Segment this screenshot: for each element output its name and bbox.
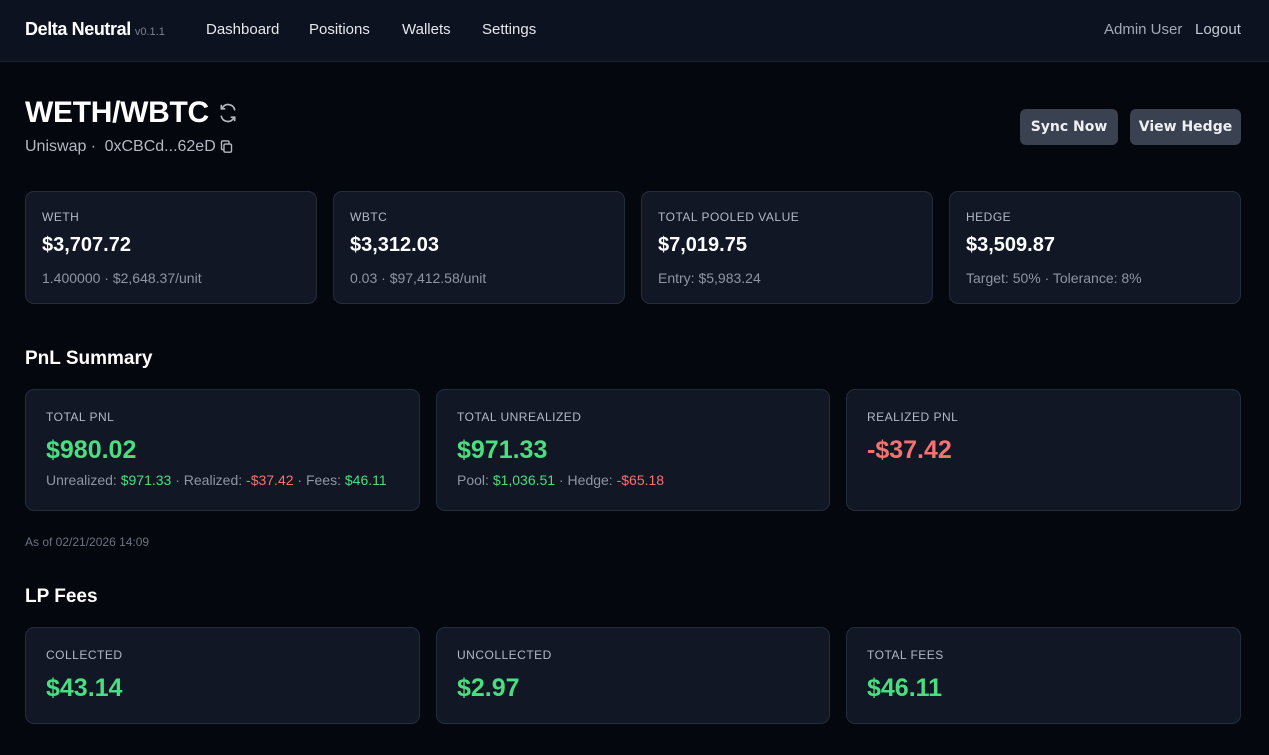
stat-label: Total Pooled Value bbox=[658, 210, 800, 224]
app-version: v0.1.1 bbox=[134, 26, 165, 38]
stat-card-wbtc: WBTC $3,312.03 0.03 · $97,412.58/unit bbox=[333, 191, 625, 304]
pool-value: $1,036.51 bbox=[492, 472, 556, 488]
stat-subtext: 1.400000 · $2,648.37/unit bbox=[42, 270, 202, 286]
user-name: Admin User bbox=[1104, 21, 1183, 38]
stat-label: WBTC bbox=[350, 210, 388, 224]
nav-link-settings[interactable]: Settings bbox=[482, 21, 537, 38]
pnl-value: $971.33 bbox=[457, 436, 548, 464]
unrealized-value: $971.33 bbox=[120, 472, 172, 488]
stat-value: $3,509.87 bbox=[966, 234, 1055, 256]
refresh-icon[interactable] bbox=[218, 103, 238, 123]
fees-value: $43.14 bbox=[46, 674, 123, 702]
stat-label: Hedge bbox=[966, 210, 1012, 224]
stat-label: WETH bbox=[42, 210, 80, 224]
stat-subtext: Entry: $5,983.24 bbox=[658, 270, 761, 286]
position-title: WETH/WBTC bbox=[25, 96, 209, 129]
fees-label: Total Fees bbox=[867, 648, 944, 662]
stat-value: $3,312.03 bbox=[350, 234, 439, 256]
sync-now-button[interactable]: Sync Now bbox=[1020, 109, 1118, 145]
position-subtitle: Uniswap · 0xCBCd...62eD bbox=[25, 138, 216, 156]
fees-label: · Fees: bbox=[297, 472, 341, 488]
fees-card-uncollected: Uncollected $2.97 bbox=[436, 627, 830, 724]
protocol-name: Uniswap · bbox=[25, 138, 97, 155]
pnl-label: Total PnL bbox=[46, 410, 115, 424]
fees-card-total: Total Fees $46.11 bbox=[846, 627, 1241, 724]
brand-name[interactable]: Delta Neutral bbox=[25, 19, 131, 39]
pnl-card-unrealized: Total Unrealized $971.33 Pool: $1,036.51… bbox=[436, 389, 830, 511]
hedge-label: · Hedge: bbox=[559, 472, 613, 488]
stat-subtext: Target: 50% · Tolerance: 8% bbox=[966, 270, 1142, 286]
pnl-value: -$37.42 bbox=[867, 436, 952, 464]
pool-label: Pool: bbox=[457, 472, 489, 488]
fees-section-title: LP Fees bbox=[25, 586, 98, 607]
nav-link-dashboard[interactable]: Dashboard bbox=[206, 21, 280, 38]
pnl-card-total: Total PnL $980.02 Unrealized: $971.33 · … bbox=[25, 389, 420, 511]
stat-card-hedge: Hedge $3,509.87 Target: 50% · Tolerance:… bbox=[949, 191, 1241, 304]
realized-value: -$37.42 bbox=[246, 472, 294, 488]
fees-value: $46.11 bbox=[867, 674, 943, 702]
stat-subtext: 0.03 · $97,412.58/unit bbox=[350, 270, 487, 286]
stat-card-weth: WETH $3,707.72 1.400000 · $2,648.37/unit bbox=[25, 191, 317, 304]
nav-link-positions[interactable]: Positions bbox=[309, 21, 370, 38]
logout-link[interactable]: Logout bbox=[1195, 21, 1241, 38]
pnl-value: $980.02 bbox=[46, 436, 137, 464]
stat-value: $3,707.72 bbox=[42, 234, 131, 256]
top-navbar: Delta Neutral v0.1.1 Dashboard Positions… bbox=[0, 0, 1269, 62]
pnl-section-title: PnL Summary bbox=[25, 348, 153, 369]
pnl-label: Realized PnL bbox=[867, 410, 959, 424]
copy-icon[interactable] bbox=[219, 139, 234, 154]
stat-card-total-pooled-value: Total Pooled Value $7,019.75 Entry: $5,9… bbox=[641, 191, 933, 304]
realized-label: · Realized: bbox=[175, 472, 243, 488]
fees-label: Collected bbox=[46, 648, 123, 662]
view-hedge-button[interactable]: View Hedge bbox=[1130, 109, 1241, 145]
pnl-breakdown: Unrealized: $971.33 · Realized: -$37.42 … bbox=[46, 472, 387, 488]
stat-value: $7,019.75 bbox=[658, 234, 747, 256]
fees-label: Uncollected bbox=[457, 648, 552, 662]
hedge-value: -$65.18 bbox=[616, 472, 665, 488]
pnl-card-realized: Realized PnL -$37.42 bbox=[846, 389, 1241, 511]
fees-value: $46.11 bbox=[344, 472, 387, 488]
as-of-timestamp: As of 02/21/2026 14:09 bbox=[25, 535, 150, 549]
brand[interactable]: Delta Neutral v0.1.1 bbox=[25, 19, 165, 40]
pnl-breakdown: Pool: $1,036.51 · Hedge: -$65.18 bbox=[457, 472, 664, 488]
unrealized-label: Unrealized: bbox=[46, 472, 117, 488]
nav-link-wallets[interactable]: Wallets bbox=[402, 21, 451, 38]
pnl-label: Total Unrealized bbox=[457, 410, 582, 424]
fees-card-collected: Collected $43.14 bbox=[25, 627, 420, 724]
pool-address[interactable]: 0xCBCd...62eD bbox=[104, 138, 216, 155]
fees-value: $2.97 bbox=[457, 674, 520, 702]
